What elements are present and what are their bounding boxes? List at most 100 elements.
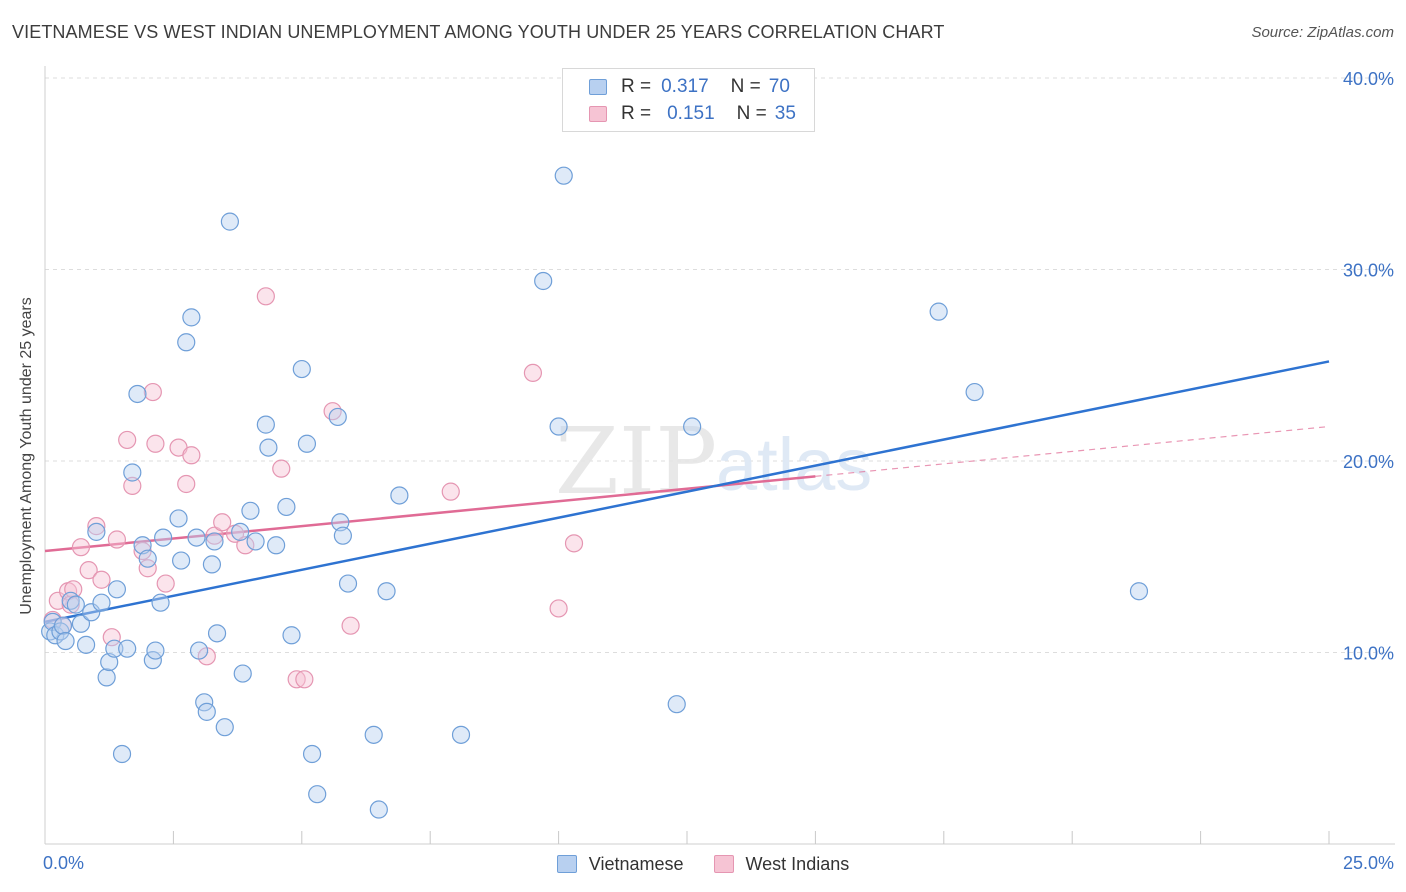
data-point-vietnamese	[56, 631, 75, 651]
data-point-vietnamese	[71, 614, 91, 633]
legend-row-west-indians: R = 0.151 N = 35	[589, 102, 796, 126]
data-point-west-indians	[287, 670, 306, 689]
data-point-vietnamese	[965, 382, 984, 402]
data-point-west-indians	[272, 459, 291, 478]
data-point-west-indians	[295, 670, 314, 689]
legend-row-vietnamese: R = 0.317 N = 70	[589, 75, 790, 99]
legend-item-west-indians: West Indians	[713, 853, 850, 875]
data-point-vietnamese	[282, 626, 301, 645]
data-point-west-indians	[213, 513, 232, 532]
y-tick-label: 40.0%	[1343, 69, 1394, 89]
axes	[44, 66, 1395, 845]
data-point-vietnamese	[297, 434, 317, 453]
data-point-vietnamese	[338, 574, 358, 593]
data-point-vietnamese	[390, 486, 409, 505]
vietnamese-points	[41, 166, 1149, 819]
y-tick-label: 20.0%	[1343, 452, 1394, 472]
data-point-vietnamese	[451, 725, 471, 744]
data-point-west-indians	[61, 595, 80, 614]
data-point-west-indians	[138, 559, 157, 578]
data-point-west-indians	[323, 402, 342, 421]
legend-label-west-indians: West Indians	[745, 853, 850, 874]
legend-n-value: 70	[768, 76, 790, 97]
data-point-vietnamese	[549, 417, 568, 436]
data-point-vietnamese	[118, 639, 137, 658]
y-tick-label: 10.0%	[1343, 644, 1394, 664]
data-point-vietnamese	[172, 551, 191, 570]
data-point-vietnamese	[1129, 582, 1149, 601]
data-point-vietnamese	[364, 725, 383, 744]
legend-swatch-pink	[713, 855, 734, 873]
data-point-vietnamese	[76, 635, 96, 654]
data-point-vietnamese	[43, 612, 62, 631]
data-point-vietnamese	[151, 593, 170, 612]
watermark-zip: ZIP	[555, 408, 717, 515]
data-point-vietnamese	[169, 509, 188, 528]
data-point-vietnamese	[123, 463, 142, 482]
data-point-vietnamese	[138, 549, 157, 568]
data-point-west-indians	[205, 526, 224, 545]
data-point-vietnamese	[277, 497, 296, 517]
data-point-vietnamese	[302, 744, 322, 764]
legend-r-label: R =	[621, 76, 652, 97]
data-point-west-indians	[64, 580, 83, 599]
data-point-vietnamese	[146, 641, 165, 660]
data-point-vietnamese	[105, 639, 124, 658]
data-point-vietnamese	[231, 522, 250, 541]
data-point-vietnamese	[246, 532, 265, 551]
data-point-vietnamese	[308, 785, 327, 804]
data-point-west-indians	[549, 599, 568, 618]
x-tick-label: 0.0%	[43, 853, 84, 873]
data-point-west-indians	[236, 536, 255, 555]
y-axis-label: Unemployment Among Youth under 25 years	[18, 297, 35, 615]
legend-swatch-pink	[589, 106, 607, 122]
data-point-west-indians	[256, 287, 275, 306]
data-point-vietnamese	[333, 526, 352, 545]
data-point-vietnamese	[207, 624, 227, 643]
data-point-west-indians	[107, 530, 127, 549]
data-point-vietnamese	[187, 528, 206, 547]
data-point-west-indians	[441, 482, 460, 501]
gridlines	[45, 77, 1395, 653]
data-point-west-indians	[102, 628, 121, 647]
watermark: ZIP atlas	[555, 408, 872, 515]
x-tick-label: 25.0%	[1343, 853, 1394, 873]
data-point-vietnamese	[100, 652, 119, 672]
legend-swatch-blue	[589, 79, 607, 95]
data-point-vietnamese	[683, 417, 702, 436]
data-point-vietnamese	[554, 166, 573, 185]
trend-line-vietnamese	[44, 360, 1330, 624]
tick-labels: 10.0% 20.0% 30.0% 40.0% 0.0% 25.0%	[43, 69, 1394, 873]
data-point-vietnamese	[331, 513, 350, 532]
data-point-vietnamese	[205, 532, 224, 551]
data-point-vietnamese	[534, 271, 553, 291]
data-point-vietnamese	[112, 744, 132, 764]
data-point-vietnamese	[267, 536, 286, 555]
watermark-atlas: atlas	[716, 423, 872, 506]
data-point-west-indians	[71, 538, 91, 557]
data-point-west-indians	[146, 434, 165, 453]
data-point-west-indians	[79, 561, 98, 580]
data-point-west-indians	[123, 476, 142, 495]
legend-r-value: 0.151	[667, 103, 715, 124]
y-tick-label: 30.0%	[1343, 261, 1394, 281]
data-point-vietnamese	[66, 595, 85, 614]
data-point-west-indians	[182, 446, 201, 465]
chart-title: VIETNAMESE VS WEST INDIAN UNEMPLOYMENT A…	[12, 22, 945, 42]
data-point-vietnamese	[202, 555, 222, 574]
stats-legend: R = 0.317 N = 70 R = 0.151 N = 35	[562, 68, 815, 132]
data-point-vietnamese	[182, 308, 201, 327]
data-point-vietnamese	[929, 302, 948, 321]
data-point-vietnamese	[292, 359, 311, 379]
data-point-vietnamese	[215, 718, 234, 737]
data-point-vietnamese	[241, 501, 260, 520]
legend-swatch-blue	[556, 855, 577, 873]
data-point-vietnamese	[197, 702, 216, 721]
data-point-vietnamese	[220, 212, 239, 231]
data-point-vietnamese	[369, 800, 388, 819]
data-point-vietnamese	[92, 593, 111, 612]
data-point-west-indians	[87, 517, 106, 536]
data-point-vietnamese	[328, 407, 347, 427]
data-point-vietnamese	[128, 384, 147, 404]
